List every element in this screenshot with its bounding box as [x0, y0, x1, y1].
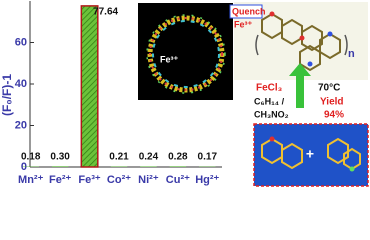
microscopy-image: [138, 3, 233, 100]
x-tick-label: Co²⁺: [107, 174, 131, 186]
x-tick-label: Hg²⁺: [195, 174, 219, 186]
bar: [169, 166, 187, 167]
page: {"chart_data": {"type": "bar", "ylabel":…: [0, 1, 369, 187]
bar: [51, 166, 69, 167]
plus: +: [306, 146, 314, 162]
x-tick-label: Cu²⁺: [166, 174, 190, 186]
solvent-1: C₆H₁₄ /: [254, 96, 285, 106]
x-tick-label: Fe²⁺: [49, 174, 72, 186]
bar: [80, 5, 99, 168]
value-label: 77.64: [93, 7, 118, 18]
value-label: 0.30: [50, 152, 70, 163]
quench-box: [229, 4, 263, 19]
value-label: 0.17: [198, 152, 218, 163]
yield-label: Yield: [320, 97, 344, 108]
y-tick-label: 40: [15, 78, 27, 90]
repeat-n: n: [348, 48, 355, 60]
x-tick-label: Mn²⁺: [18, 174, 44, 186]
reaction-arrow: [289, 63, 311, 108]
reagent: FeCl₃: [256, 83, 283, 94]
solvent-2: CH₃NO₂: [254, 109, 289, 119]
value-label: 0.18: [21, 152, 41, 163]
value-label: 0.24: [139, 152, 159, 163]
y-tick-label: 20: [15, 119, 27, 131]
yield-value: 94%: [324, 110, 344, 121]
x-tick-label: Ni²⁺: [138, 174, 159, 186]
quench-ion: Fe³⁺: [234, 19, 253, 29]
y-axis-label: (F₀/F)-1: [0, 74, 14, 116]
value-label: 0.21: [109, 152, 129, 163]
ring-ion: Fe³⁺: [160, 54, 179, 64]
chart: Fe³⁺ n Quench Fe³⁺ FeCl₃ 70°C C₆H₁₄ / CH…: [0, 1, 369, 187]
value-label: 0.28: [168, 152, 188, 163]
x-tick-label: Fe³⁺: [78, 174, 101, 186]
y-tick-label: 60: [15, 36, 27, 48]
monomer-image: [253, 123, 369, 187]
quench-label: Quench: [232, 6, 266, 16]
temperature: 70°C: [318, 83, 340, 94]
